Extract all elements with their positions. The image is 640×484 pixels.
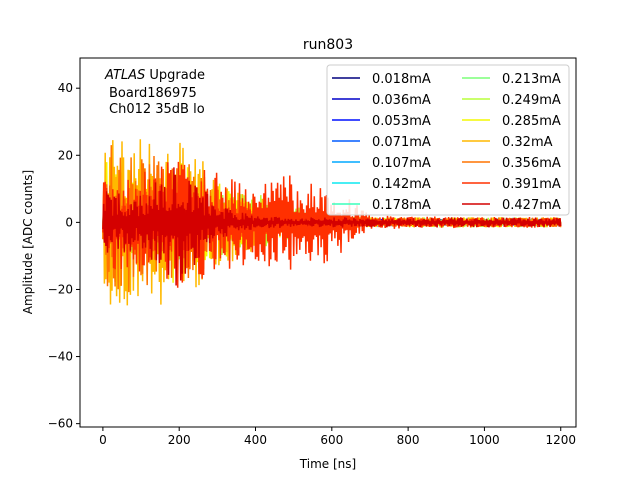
x-tick-label: 600 — [320, 433, 343, 447]
legend-label: 0.142mA — [372, 177, 431, 192]
y-tick-label: −60 — [48, 417, 73, 431]
legend-item: 0.427mA — [462, 198, 561, 213]
legend-item: 0.036mA — [332, 93, 431, 108]
atlas-label: ATLAS Upgrade — [104, 68, 205, 83]
legend-label: 0.356mA — [502, 156, 561, 171]
x-axis-label: Time [ns] — [299, 457, 356, 471]
legend-label: 0.018mA — [372, 72, 431, 87]
legend: 0.018mA 0.036mA 0.053mA 0.071mA 0.107mA 0.142… — [326, 64, 570, 216]
chart-title: run803 — [303, 37, 353, 53]
series-line-0.427mA — [102, 167, 562, 286]
legend-label: 0.391mA — [502, 177, 561, 192]
x-tick-label: 400 — [244, 433, 267, 447]
legend-label: 0.107mA — [372, 156, 431, 171]
y-axis-label: Amplitude [ADC counts] — [21, 170, 35, 314]
board-label: Board186975 — [109, 86, 197, 101]
legend-item: 0.391mA — [462, 177, 561, 192]
y-tick-label: 20 — [58, 148, 73, 162]
channel-label: Ch012 35dB lo — [109, 102, 205, 117]
x-axis: 0 200 400 600 800 1000 1200 — [99, 427, 576, 447]
legend-label: 0.249mA — [502, 93, 561, 108]
axes-frame — [79, 57, 577, 428]
legend-item: 0.071mA — [332, 135, 431, 150]
x-tick-label: 800 — [397, 433, 420, 447]
legend-item: 0.018mA — [332, 72, 431, 87]
y-tick-label: 0 — [65, 215, 73, 229]
legend-label: 0.178mA — [372, 198, 431, 213]
series-group — [102, 139, 562, 306]
x-tick-label: 0 — [99, 433, 107, 447]
legend-label: 0.213mA — [502, 72, 561, 87]
y-axis: −60 −40 −20 0 20 40 — [48, 81, 80, 431]
y-tick-label: −40 — [48, 350, 73, 364]
legend-label: 0.285mA — [502, 114, 561, 129]
x-tick-label: 1200 — [545, 433, 576, 447]
legend-label: 0.32mA — [502, 135, 553, 150]
legend-item: 0.178mA — [332, 198, 431, 213]
legend-label: 0.053mA — [372, 114, 431, 129]
legend-label: 0.036mA — [372, 93, 431, 108]
legend-label: 0.427mA — [502, 198, 561, 213]
legend-item: 0.285mA — [462, 114, 561, 129]
legend-item: 0.249mA — [462, 93, 561, 108]
legend-item: 0.107mA — [332, 156, 431, 171]
legend-item: 0.142mA — [332, 177, 431, 192]
legend-item: 0.213mA — [462, 72, 561, 87]
legend-item: 0.053mA — [332, 114, 431, 129]
y-tick-label: −20 — [48, 282, 73, 296]
legend-item: 0.356mA — [462, 156, 561, 171]
y-tick-label: 40 — [58, 81, 73, 95]
x-tick-label: 200 — [168, 433, 191, 447]
legend-label: 0.071mA — [372, 135, 431, 150]
legend-item: 0.32mA — [462, 135, 553, 150]
x-tick-label: 1000 — [469, 433, 500, 447]
